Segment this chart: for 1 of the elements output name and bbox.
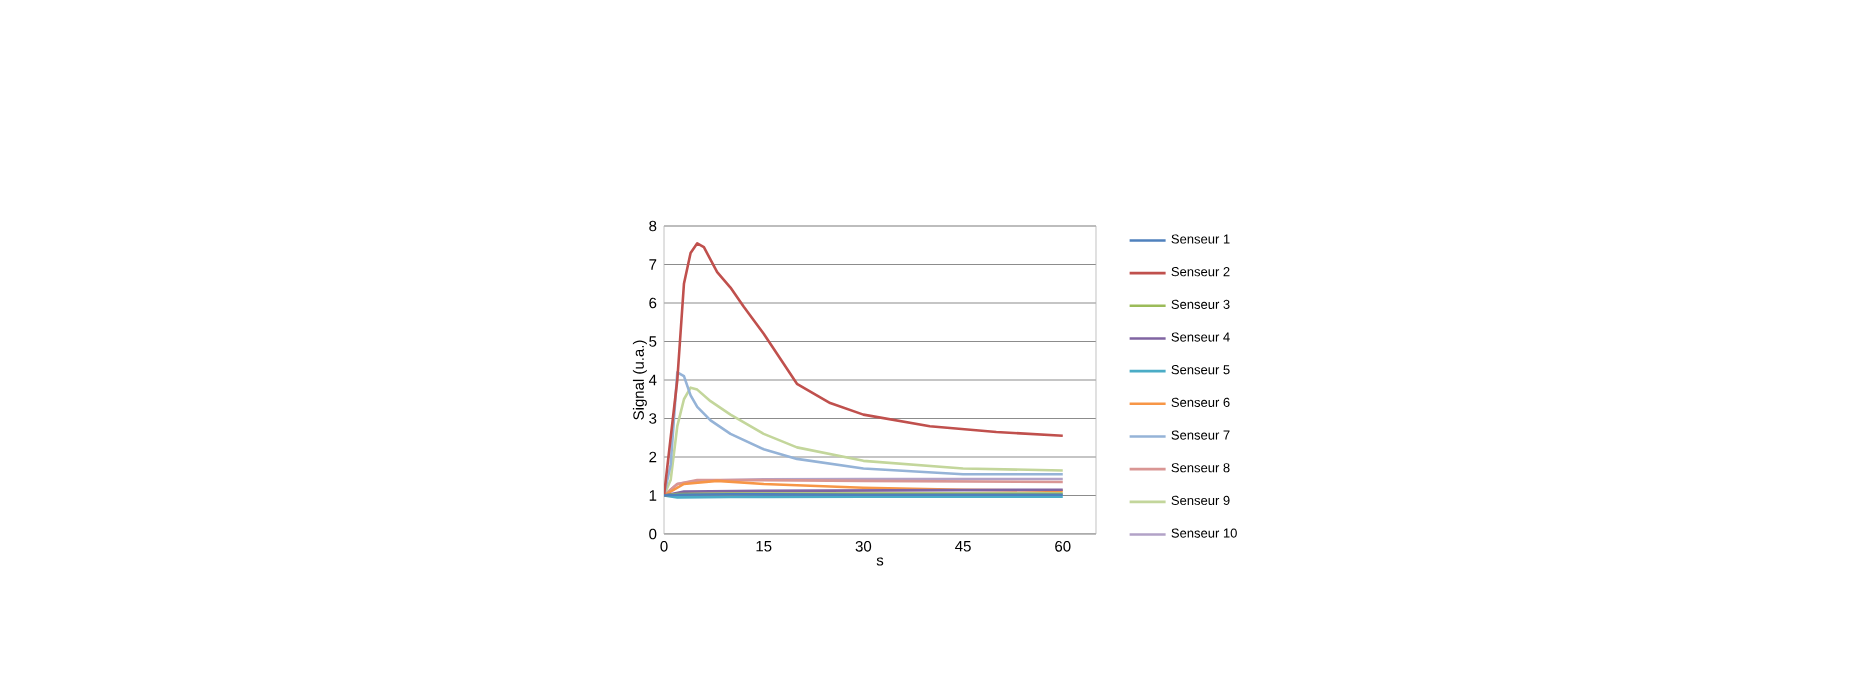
line-series (664, 242, 1065, 497)
